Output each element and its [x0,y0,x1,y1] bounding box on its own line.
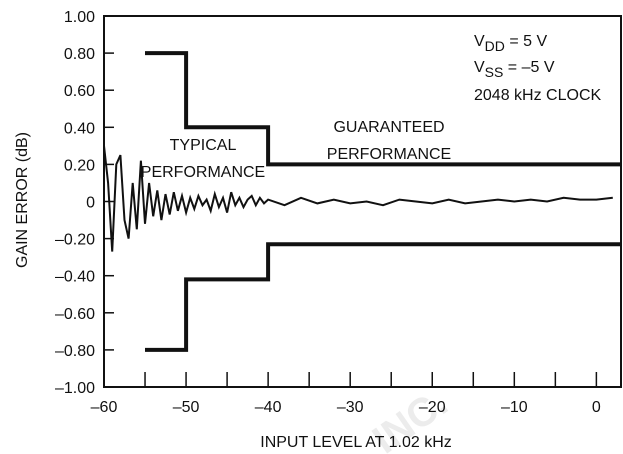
y-axis-label: GAIN ERROR (dB) [14,132,31,268]
y-tick-label: –1.00 [55,380,95,397]
upper-limit-line [145,51,621,167]
y-tick-label: 0.60 [64,83,95,100]
x-tick-label: –10 [501,399,528,416]
y-tick-label: 1.00 [64,9,95,26]
x-tick-label: –30 [337,399,364,416]
y-tick-label: 0 [86,195,95,212]
x-tick-label: –20 [419,399,446,416]
typical-line [103,145,613,252]
guaranteed-label-line-1: GUARANTEED [333,119,444,136]
y-tick-label: 0.40 [64,120,95,137]
x-tick-label: –40 [255,399,282,416]
vss-subscript: SS [485,64,504,80]
y-tick-label: –0.20 [55,232,95,249]
vdd-symbol: V [474,33,485,50]
y-tick-label: –0.60 [55,306,95,323]
x-tick-label: –50 [173,399,200,416]
y-tick-label: 0.20 [64,157,95,174]
vdd-annotation: VDD = 5 V [474,33,547,54]
x-axis-label: INPUT LEVEL AT 1.02 kHz [260,434,452,451]
x-tick-label: 0 [592,399,601,416]
vss-symbol: V [474,59,485,76]
guaranteed-label-line-2: PERFORMANCE [327,146,451,163]
vss-annotation: VSS = –5 V [474,59,555,80]
vdd-value: = 5 V [505,33,548,50]
typical-label-line-1: TYPICAL [170,137,237,154]
typical-label-line-2: PERFORMANCE [141,164,265,181]
vdd-subscript: DD [485,38,505,54]
y-tick-label: –0.40 [55,269,95,286]
clock-annotation: 2048 kHz CLOCK [474,87,601,104]
lower-limit-line [145,242,621,352]
y-tick-label: 0.80 [64,46,95,63]
x-tick-label: –60 [91,399,118,416]
vss-value: = –5 V [503,59,554,76]
y-tick-label: –0.80 [55,343,95,360]
